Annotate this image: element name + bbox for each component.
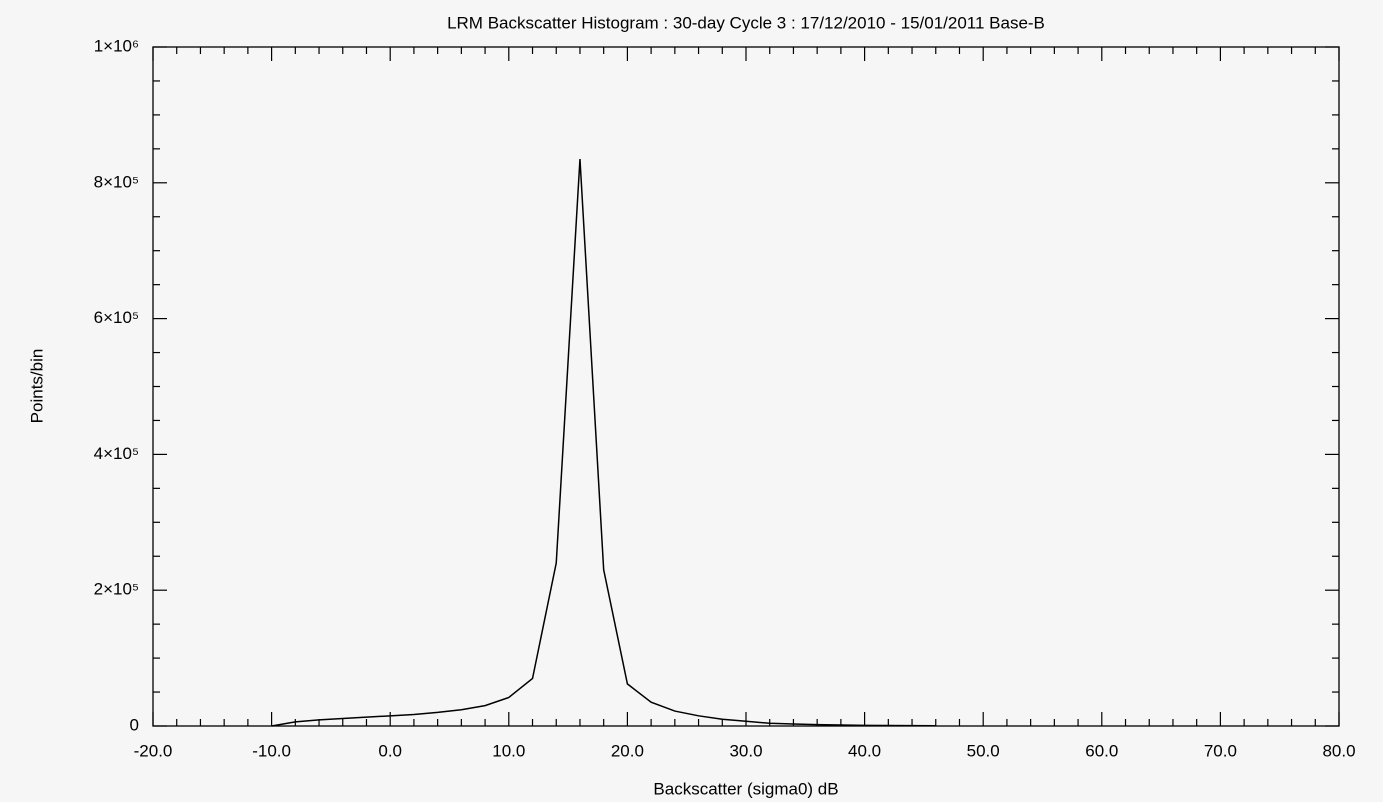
x-axis-label: Backscatter (sigma0) dB (653, 779, 838, 798)
chart-title: LRM Backscatter Histogram : 30-day Cycle… (447, 13, 1045, 32)
x-tick-label: 60.0 (1085, 741, 1118, 760)
x-tick-label: -20.0 (134, 741, 173, 760)
y-tick-label: 0 (130, 715, 139, 734)
x-tick-label: 80.0 (1322, 741, 1355, 760)
y-tick-label: 8×10⁵ (94, 172, 139, 191)
x-tick-label: -10.0 (252, 741, 291, 760)
x-tick-label: 40.0 (848, 741, 881, 760)
plot-frame (152, 46, 1340, 727)
x-tick-label: 50.0 (967, 741, 1000, 760)
x-tick-label: 70.0 (1204, 741, 1237, 760)
y-tick-label: 2×10⁵ (94, 580, 139, 599)
y-axis-label: Points/bin (27, 349, 46, 424)
data-line (271, 158, 936, 727)
y-tick-label: 6×10⁵ (94, 308, 139, 327)
x-tick-label: 0.0 (378, 741, 402, 760)
y-tick-label: 4×10⁵ (94, 444, 139, 463)
y-tick-label: 1×10⁶ (94, 36, 139, 55)
x-tick-label: 10.0 (492, 741, 525, 760)
x-tick-label: 30.0 (729, 741, 762, 760)
x-tick-label: 20.0 (611, 741, 644, 760)
